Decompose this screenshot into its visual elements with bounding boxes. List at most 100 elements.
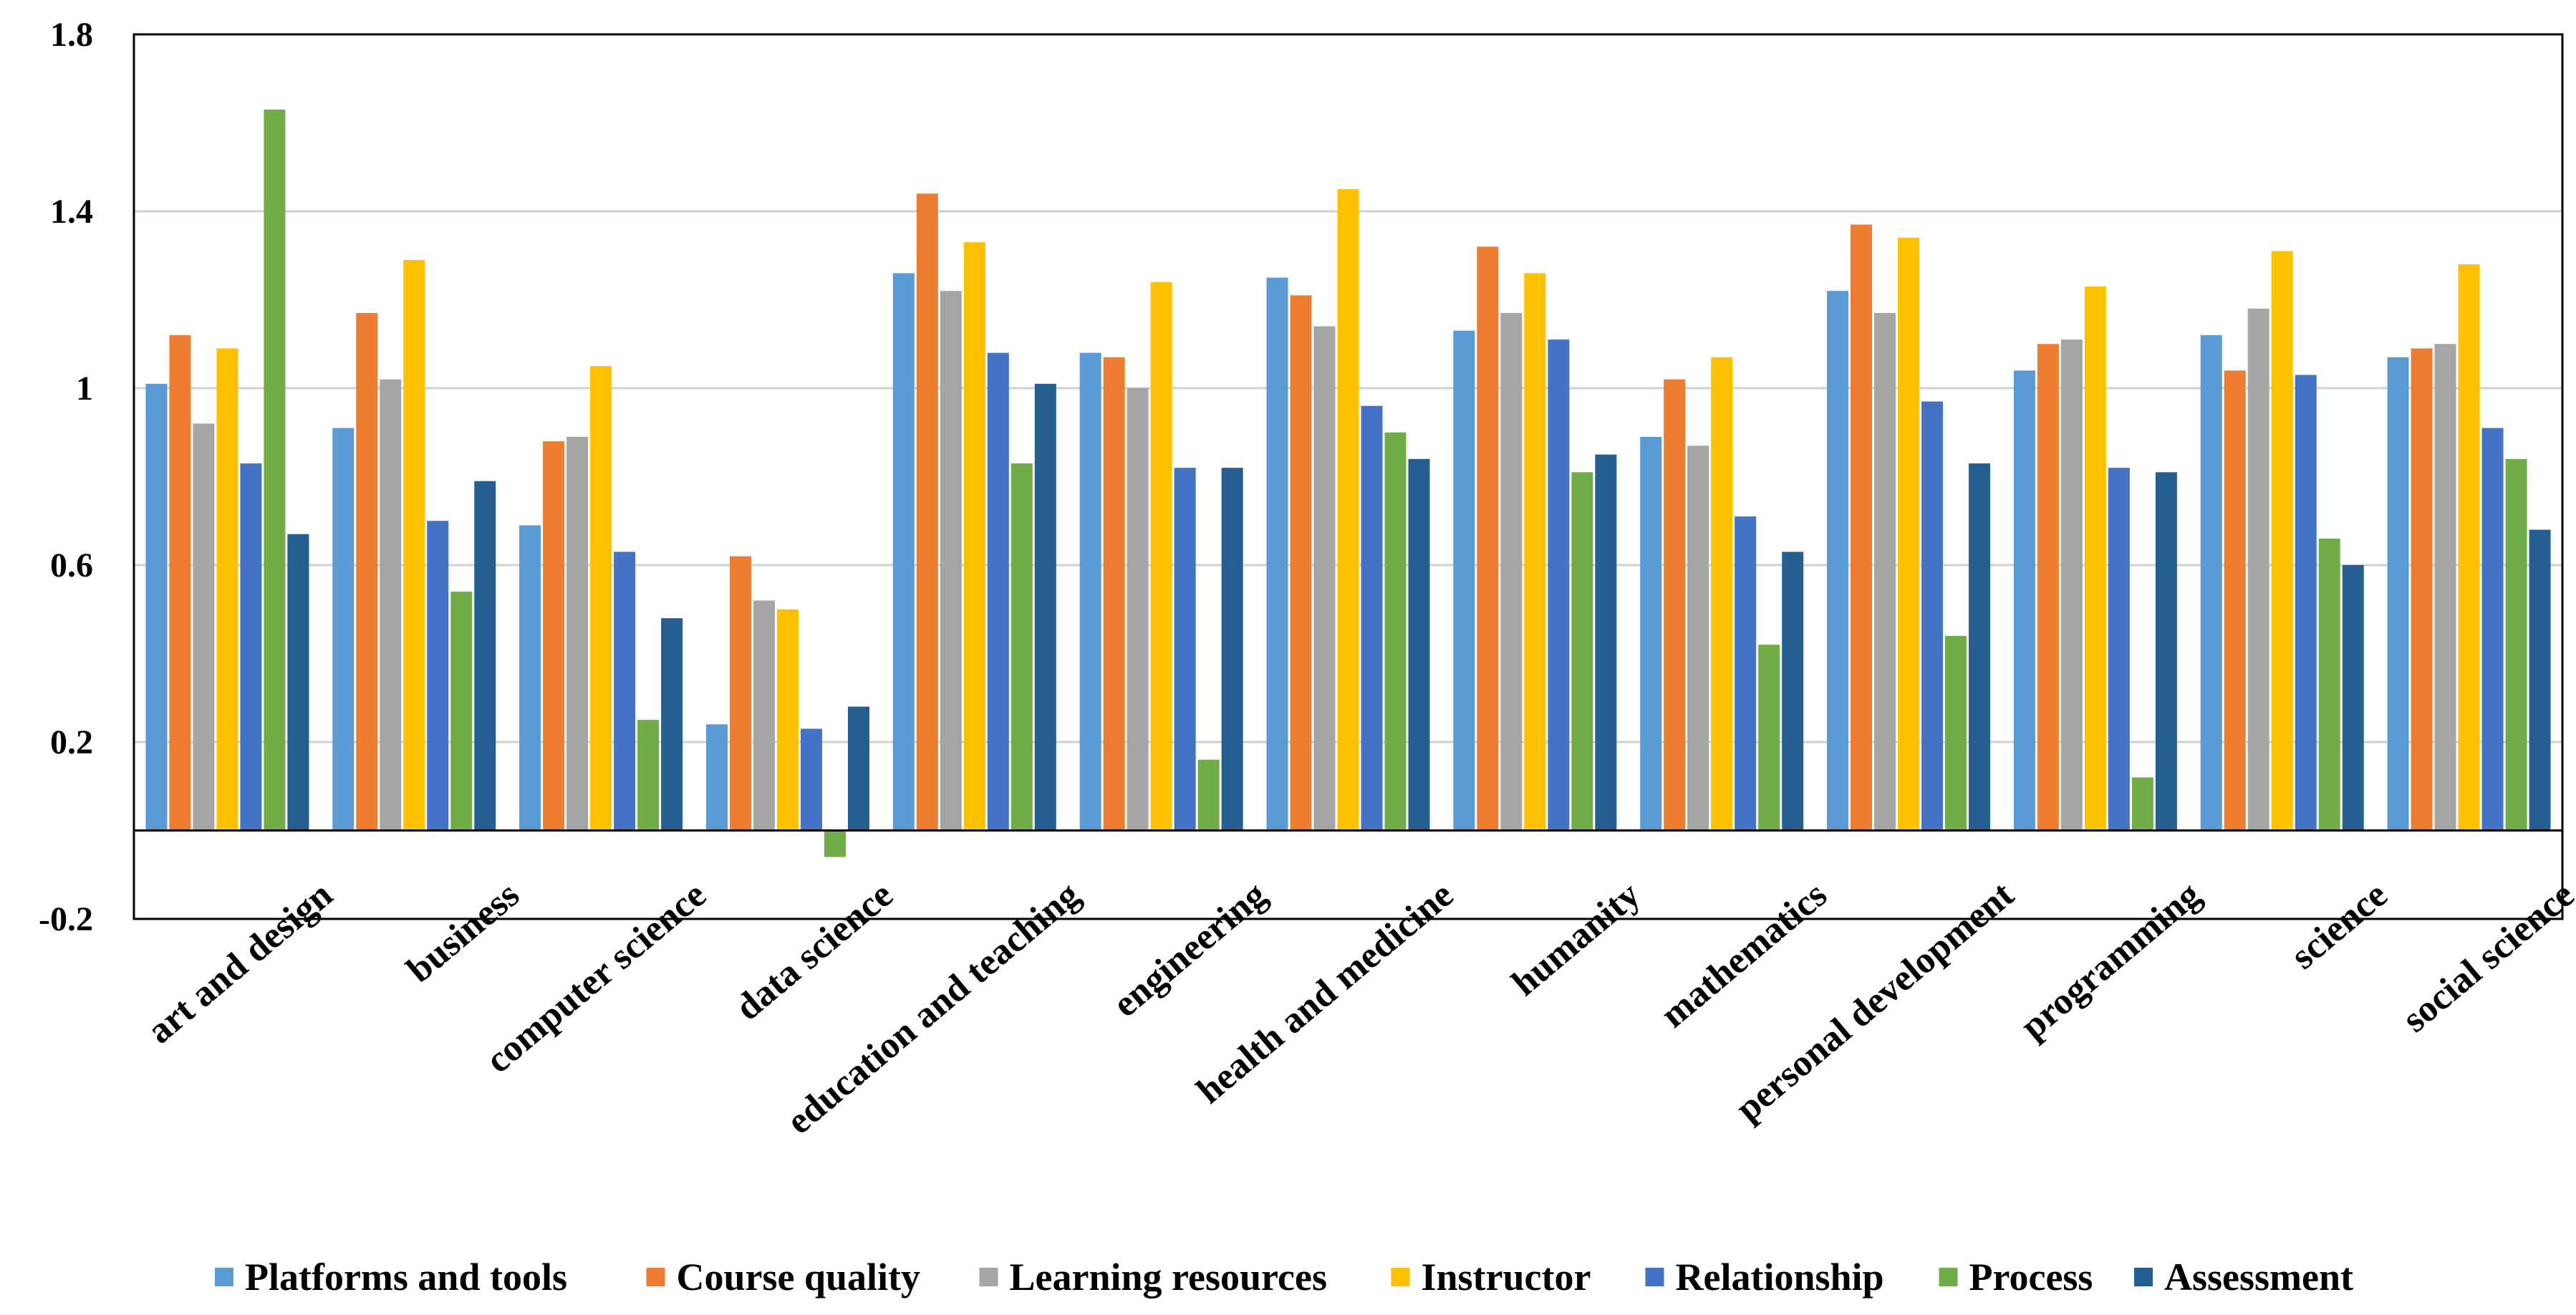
legend-swatch bbox=[1645, 1268, 1664, 1286]
bar bbox=[1361, 405, 1383, 831]
bar bbox=[427, 521, 449, 831]
bar bbox=[729, 556, 751, 831]
legend-label: Relationship bbox=[1676, 1256, 1884, 1299]
bar bbox=[2342, 565, 2364, 831]
bar bbox=[2060, 339, 2083, 831]
bar bbox=[1477, 246, 1499, 831]
bar bbox=[1687, 445, 1709, 831]
x-category-label: social science bbox=[2395, 875, 2576, 1041]
bar bbox=[1337, 189, 1359, 831]
x-category-label: data science bbox=[728, 875, 900, 1029]
legend-label: Instructor bbox=[1422, 1256, 1591, 1299]
bar bbox=[1290, 295, 1312, 831]
bar bbox=[287, 534, 309, 831]
bar bbox=[1266, 277, 1288, 831]
bar bbox=[1034, 383, 1056, 831]
x-category-label: programming bbox=[2013, 875, 2209, 1048]
bar bbox=[1221, 468, 1243, 831]
bar bbox=[705, 724, 728, 831]
bar bbox=[2529, 529, 2551, 831]
legend-label: Course quality bbox=[677, 1256, 921, 1299]
bar bbox=[1640, 436, 1662, 831]
y-tick-label: 0.2 bbox=[50, 723, 93, 761]
bar bbox=[566, 436, 589, 831]
bar bbox=[1898, 238, 1920, 831]
bar bbox=[2434, 344, 2456, 831]
bar bbox=[1735, 516, 1757, 831]
y-tick-label: 1.4 bbox=[50, 193, 93, 231]
x-category-label: science bbox=[2283, 875, 2395, 978]
bar bbox=[2271, 251, 2293, 831]
bar bbox=[2200, 334, 2222, 831]
bar bbox=[2155, 472, 2177, 831]
bar bbox=[2108, 468, 2130, 831]
legend-label: Process bbox=[1969, 1256, 2093, 1299]
bar bbox=[2037, 344, 2059, 831]
bar bbox=[216, 348, 238, 831]
bar bbox=[380, 379, 402, 831]
bar bbox=[1571, 472, 1593, 831]
bar bbox=[2224, 370, 2246, 831]
bar bbox=[847, 706, 869, 831]
bar bbox=[1500, 313, 1523, 831]
bar bbox=[2295, 375, 2317, 831]
bar bbox=[614, 551, 636, 831]
bar bbox=[356, 313, 378, 831]
bar bbox=[193, 423, 215, 831]
bar bbox=[916, 193, 938, 831]
bar bbox=[800, 728, 822, 831]
bar bbox=[1313, 326, 1336, 831]
bar bbox=[1969, 463, 1991, 831]
bar bbox=[940, 291, 962, 831]
bar bbox=[2247, 308, 2269, 831]
bar bbox=[1758, 645, 1780, 831]
bar bbox=[2481, 428, 2504, 831]
bar bbox=[264, 109, 286, 831]
legend-label: Platforms and tools bbox=[245, 1256, 567, 1299]
bar bbox=[1174, 468, 1196, 831]
bar bbox=[1548, 339, 1570, 831]
bar bbox=[169, 334, 191, 831]
bar bbox=[637, 720, 660, 831]
bar bbox=[1827, 291, 1849, 831]
bar bbox=[2131, 777, 2153, 831]
bar bbox=[2013, 370, 2035, 831]
bar bbox=[1782, 551, 1804, 831]
bar bbox=[1197, 759, 1220, 831]
bar bbox=[474, 481, 496, 831]
bar bbox=[1595, 454, 1617, 831]
legend-label: Learning resources bbox=[1010, 1256, 1327, 1299]
bar bbox=[753, 600, 775, 831]
bar bbox=[519, 525, 541, 831]
bar bbox=[450, 592, 473, 831]
bar bbox=[1945, 635, 1967, 831]
bar bbox=[1711, 357, 1733, 831]
bar bbox=[590, 366, 612, 831]
x-category-label: education and teaching bbox=[779, 875, 1088, 1142]
legend-swatch bbox=[2134, 1268, 2153, 1286]
bar bbox=[987, 352, 1009, 831]
x-category-label: mathematics bbox=[1653, 875, 1834, 1036]
bar bbox=[1010, 463, 1033, 831]
bar bbox=[1127, 388, 1149, 831]
bar bbox=[661, 618, 683, 831]
bar bbox=[2458, 264, 2480, 831]
bar bbox=[403, 259, 425, 831]
bar bbox=[332, 428, 354, 831]
y-tick-label: -0.2 bbox=[39, 900, 93, 938]
legend-label: Assessment bbox=[2164, 1256, 2353, 1299]
y-tick-label: 0.6 bbox=[50, 546, 93, 584]
x-category-label: engineering bbox=[1106, 875, 1275, 1026]
bar bbox=[2411, 348, 2433, 831]
bar bbox=[1664, 379, 1686, 831]
bar bbox=[1150, 281, 1172, 831]
y-tick-label: 1.8 bbox=[50, 16, 93, 54]
bar bbox=[776, 609, 799, 831]
x-category-label: business bbox=[400, 875, 527, 991]
legend-swatch bbox=[1939, 1268, 1958, 1286]
legend-swatch bbox=[979, 1268, 998, 1286]
bar bbox=[1851, 224, 1873, 831]
legend: Platforms and tools Course quality Learnin… bbox=[215, 1256, 2353, 1299]
bar bbox=[2084, 286, 2106, 831]
